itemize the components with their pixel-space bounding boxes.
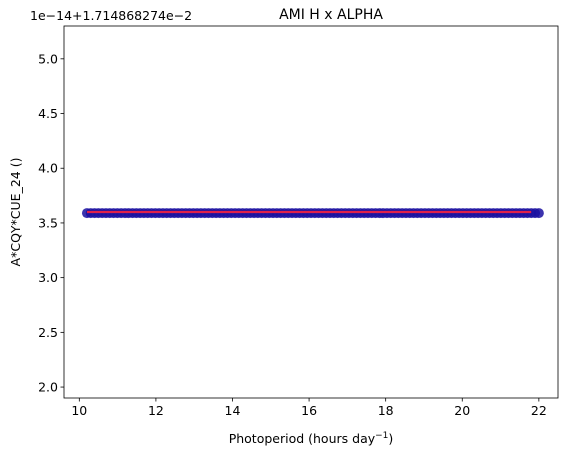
y-axis-label: A*CQY*CUE_24 (): [8, 158, 23, 267]
y-tick-label: 4.5: [38, 106, 58, 121]
x-tick-label: 14: [225, 403, 241, 418]
x-axis-label: Photoperiod (hours day−1): [229, 431, 394, 446]
x-tick-label: 18: [378, 403, 394, 418]
y-tick-label: 4.0: [38, 161, 58, 176]
x-axis-label-superscript: −1: [375, 431, 388, 441]
y-tick-label: 3.5: [38, 215, 58, 230]
plot-frame: [63, 25, 559, 399]
y-tick-label: 3.0: [38, 270, 58, 285]
x-axis-label-main: Photoperiod (hours day: [229, 431, 376, 446]
y-axis-offset-text: 1e−14+1.714868274e−2: [30, 8, 192, 23]
x-tick-label: 16: [301, 403, 317, 418]
data-point: [533, 208, 544, 219]
x-tick-label: 22: [531, 403, 547, 418]
y-tick-label: 2.5: [38, 325, 58, 340]
y-tick-label: 2.0: [38, 380, 58, 395]
chart-title: AMI H x ALPHA: [279, 7, 383, 23]
x-axis: 10 12 14 16 18 20 22: [71, 398, 547, 418]
y-tick-label: 5.0: [38, 51, 58, 66]
x-tick-label: 10: [71, 403, 87, 418]
x-axis-label-suffix: ): [388, 431, 393, 446]
y-axis: 2.0 2.5 3.0 3.5 4.0 4.5 5.0: [38, 51, 64, 395]
x-tick-label: 20: [454, 403, 470, 418]
x-tick-label: 12: [148, 403, 164, 418]
